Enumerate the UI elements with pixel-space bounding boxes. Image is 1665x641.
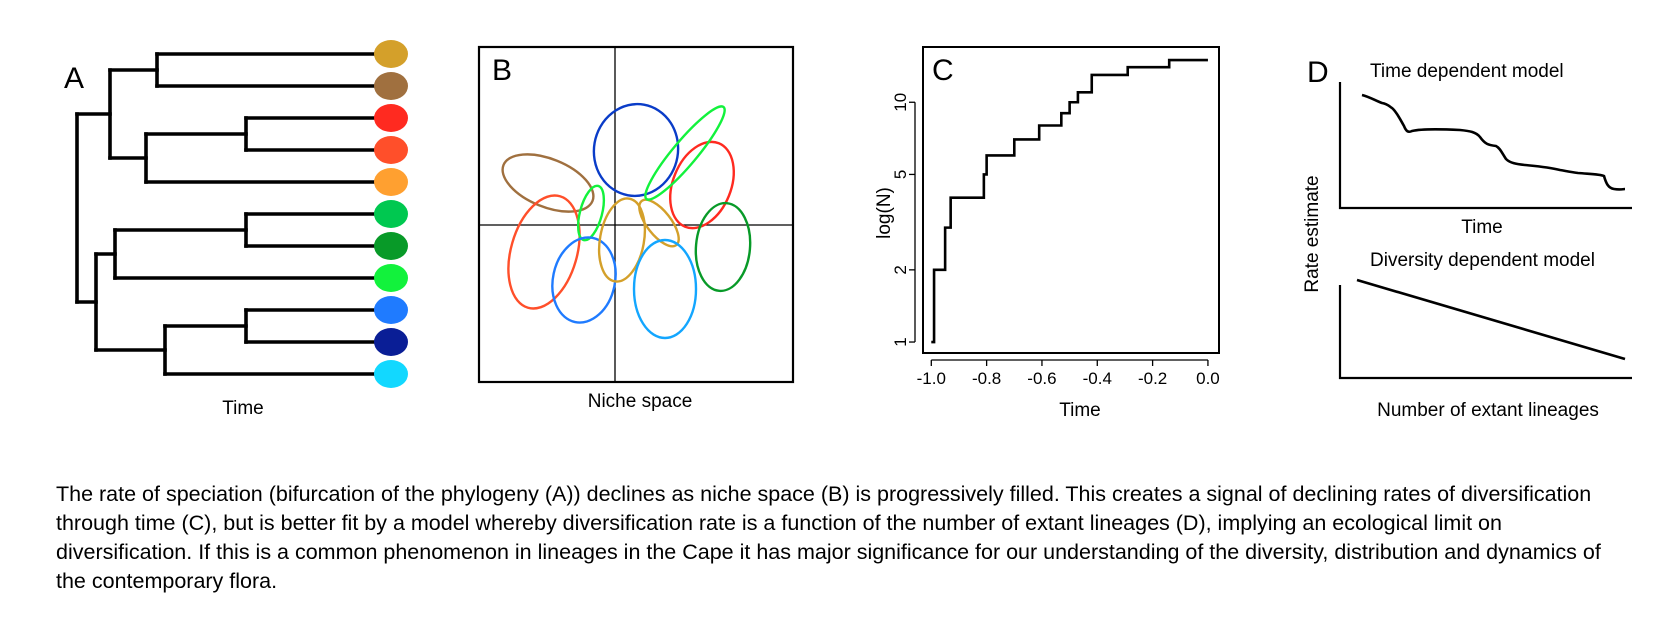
- x-tick-label: 0.0: [1196, 369, 1220, 388]
- y-tick-label: 10: [891, 93, 910, 112]
- niche-ellipse: [597, 197, 647, 283]
- niche-ellipse: [507, 194, 581, 310]
- panel-a-letter: A: [64, 62, 84, 95]
- tip-color-dot: [374, 296, 408, 324]
- panel-c: C -1.0 -0.8 -0.6 -0.4 -0.2 0.0 1 2 5 10 Time log…: [874, 46, 1220, 421]
- x-tick-label: -0.4: [1083, 369, 1112, 388]
- x-tick-label: -0.6: [1027, 369, 1056, 388]
- time-model-axes: [1338, 82, 1632, 210]
- tip-color-dot: [374, 40, 408, 68]
- tip-colors: [374, 40, 408, 388]
- niche-ellipse: [644, 105, 726, 201]
- panel-a-xlabel: Time: [222, 398, 264, 419]
- tip-color-dot: [374, 232, 408, 260]
- figure: A: [64, 40, 1632, 421]
- panel-b-letter: B: [492, 54, 512, 87]
- diversity-model-axes: [1338, 285, 1632, 380]
- diversity-model-title: Diversity dependent model: [1370, 250, 1595, 271]
- time-model-xlabel: Time: [1461, 217, 1503, 238]
- ltt-step-line: [931, 58, 1208, 344]
- figure-caption: The rate of speciation (bifurcation of t…: [56, 482, 1601, 593]
- x-tick-label: -1.0: [917, 369, 946, 388]
- niche-space-frame: [477, 45, 795, 384]
- tip-color-dot: [374, 168, 408, 196]
- tip-color-dot: [374, 136, 408, 164]
- y-tick-label: 2: [891, 265, 910, 274]
- panel-c-ylabel: log(N): [874, 187, 895, 239]
- time-model-title: Time dependent model: [1370, 61, 1564, 82]
- niche-ellipse: [638, 198, 680, 248]
- niche-ellipse: [592, 102, 680, 198]
- ltt-plot-frame: [922, 46, 1220, 354]
- panel-b: B Niche space: [477, 45, 795, 412]
- niche-ellipse: [576, 184, 606, 242]
- panel-b-xlabel: Niche space: [588, 391, 693, 412]
- time-model-curve: [1361, 93, 1626, 191]
- tip-color-dot: [374, 200, 408, 228]
- niche-ellipse: [551, 236, 617, 324]
- panel-a: A: [64, 40, 408, 419]
- x-tick-label: -0.8: [972, 369, 1001, 388]
- y-tick-label: 5: [891, 170, 910, 179]
- y-tick-label: 1: [891, 337, 910, 346]
- niche-ellipse: [694, 201, 752, 293]
- panel-d: D Time dependent model Time Diversity de…: [1302, 56, 1632, 421]
- panel-c-xlabel: Time: [1059, 400, 1101, 421]
- panel-c-letter: C: [932, 54, 954, 87]
- panel-d-letter: D: [1307, 56, 1329, 89]
- rate-estimate-ylabel: Rate estimate: [1302, 175, 1323, 292]
- phylogeny-tree: [75, 52, 376, 376]
- diversity-model-line: [1356, 278, 1626, 361]
- niche-ellipse: [632, 238, 698, 340]
- tip-color-dot: [374, 328, 408, 356]
- diversity-model-xlabel: Number of extant lineages: [1377, 400, 1599, 421]
- x-axis: -1.0 -0.8 -0.6 -0.4 -0.2 0.0: [917, 359, 1220, 388]
- niche-ellipse: [669, 140, 735, 230]
- niche-ellipse: [501, 153, 595, 213]
- tip-color-dot: [374, 104, 408, 132]
- y-axis: 1 2 5 10: [891, 93, 916, 347]
- tip-color-dot: [374, 72, 408, 100]
- tip-color-dot: [374, 360, 408, 388]
- x-tick-label: -0.2: [1138, 369, 1167, 388]
- tip-color-dot: [374, 264, 408, 292]
